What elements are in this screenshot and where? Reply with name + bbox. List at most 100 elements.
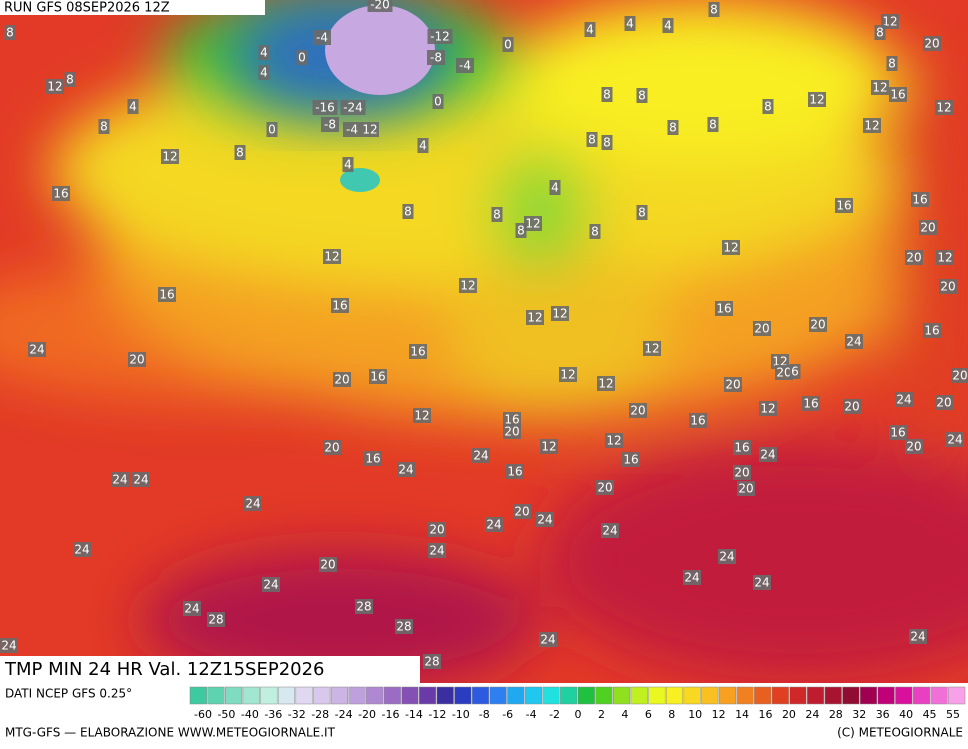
label-box xyxy=(559,367,577,382)
value-label: 20 xyxy=(952,369,967,383)
label-box xyxy=(427,29,453,44)
label-box xyxy=(845,334,863,349)
label-box xyxy=(643,341,661,356)
label-box xyxy=(183,601,201,616)
value-label: 8 xyxy=(638,206,646,220)
label-box xyxy=(707,117,719,132)
label-box xyxy=(459,278,477,293)
label-box xyxy=(733,440,751,455)
colorbar-swatch xyxy=(683,686,701,705)
label-box xyxy=(323,440,341,455)
value-label: 24 xyxy=(74,543,89,557)
value-label: 12 xyxy=(809,93,824,107)
value-label: 28 xyxy=(396,620,411,634)
value-label: 16 xyxy=(53,187,68,201)
value-label: 16 xyxy=(410,345,425,359)
label-box xyxy=(355,599,373,614)
value-label: 24 xyxy=(947,433,962,447)
value-label: 8 xyxy=(710,3,718,17)
footer-left: MTG-GFS — ELABORAZIONE WWW.METEOGIORNALE… xyxy=(5,726,336,740)
colorbar-swatch xyxy=(754,686,772,705)
value-label: 8 xyxy=(66,73,74,87)
value-label: 8 xyxy=(6,26,14,40)
value-label: 4 xyxy=(586,23,594,37)
value-label: 16 xyxy=(734,441,749,455)
label-box xyxy=(802,396,820,411)
label-box xyxy=(951,368,968,383)
label-box xyxy=(244,496,262,511)
value-label: 12 xyxy=(362,123,377,137)
label-box xyxy=(601,87,613,102)
colorbar-tick: -28 xyxy=(311,708,329,721)
label-box xyxy=(753,575,771,590)
label-box xyxy=(874,25,886,40)
colorbar-tick: 32 xyxy=(852,708,866,721)
value-label: 4 xyxy=(260,46,268,60)
value-label: 16 xyxy=(890,426,905,440)
colorbar-tick: 8 xyxy=(668,708,675,721)
colorbar-swatch xyxy=(701,686,719,705)
value-label: 24 xyxy=(473,449,488,463)
label-box xyxy=(312,100,338,115)
label-box xyxy=(128,352,146,367)
label-box xyxy=(775,365,793,380)
value-label: -16 xyxy=(315,101,335,115)
colorbar-swatch xyxy=(277,686,296,705)
value-label: 4 xyxy=(260,66,268,80)
value-label: -4 xyxy=(346,123,358,137)
label-box xyxy=(551,306,569,321)
value-label: 12 xyxy=(760,402,775,416)
label-box xyxy=(413,408,431,423)
label-box xyxy=(596,480,614,495)
label-box xyxy=(762,99,774,114)
label-box xyxy=(597,376,615,391)
value-label: 20 xyxy=(924,37,939,51)
value-label: 24 xyxy=(719,550,734,564)
value-label: 8 xyxy=(517,224,525,238)
label-box xyxy=(843,399,861,414)
value-label: 16 xyxy=(370,370,385,384)
colorbar-swatch xyxy=(771,686,789,705)
label-box xyxy=(737,481,755,496)
label-box xyxy=(809,317,827,332)
label-box xyxy=(923,36,941,51)
colorbar-tick: 0 xyxy=(575,708,582,721)
run-label: RUN GFS 08SEP2026 12Z xyxy=(4,1,170,16)
value-label: 4 xyxy=(129,100,137,114)
label-box xyxy=(540,439,558,454)
colorbar-swatch xyxy=(718,686,736,705)
label-box xyxy=(624,16,636,31)
value-label: 24 xyxy=(540,633,555,647)
colorbar-swatch xyxy=(807,686,825,705)
value-label: -24 xyxy=(343,101,363,115)
colorbar-tick: 28 xyxy=(829,708,843,721)
label-box xyxy=(722,240,740,255)
label-box xyxy=(364,451,382,466)
label-box xyxy=(733,465,751,480)
colorbar-tick: 36 xyxy=(876,708,890,721)
label-box xyxy=(46,79,64,94)
colorbar-swatch xyxy=(348,686,366,705)
value-label: 8 xyxy=(709,118,717,132)
value-label: 12 xyxy=(162,150,177,164)
value-label: 20 xyxy=(597,481,612,495)
value-label: 8 xyxy=(888,57,896,71)
colorbar-swatch xyxy=(242,686,260,705)
label-box xyxy=(258,65,270,80)
colorbar-swatch xyxy=(471,686,490,705)
colorbar-swatch xyxy=(842,686,860,705)
value-label: 24 xyxy=(486,518,501,532)
label-box xyxy=(636,88,648,103)
value-label: 8 xyxy=(603,88,611,102)
value-label: 20 xyxy=(324,441,339,455)
label-box xyxy=(935,395,953,410)
label-box xyxy=(905,250,923,265)
label-box xyxy=(895,392,913,407)
label-box xyxy=(321,117,339,132)
label-box xyxy=(340,100,366,115)
label-box xyxy=(506,464,524,479)
label-box xyxy=(759,401,777,416)
colorbar-swatch xyxy=(665,686,684,705)
label-box xyxy=(539,632,557,647)
